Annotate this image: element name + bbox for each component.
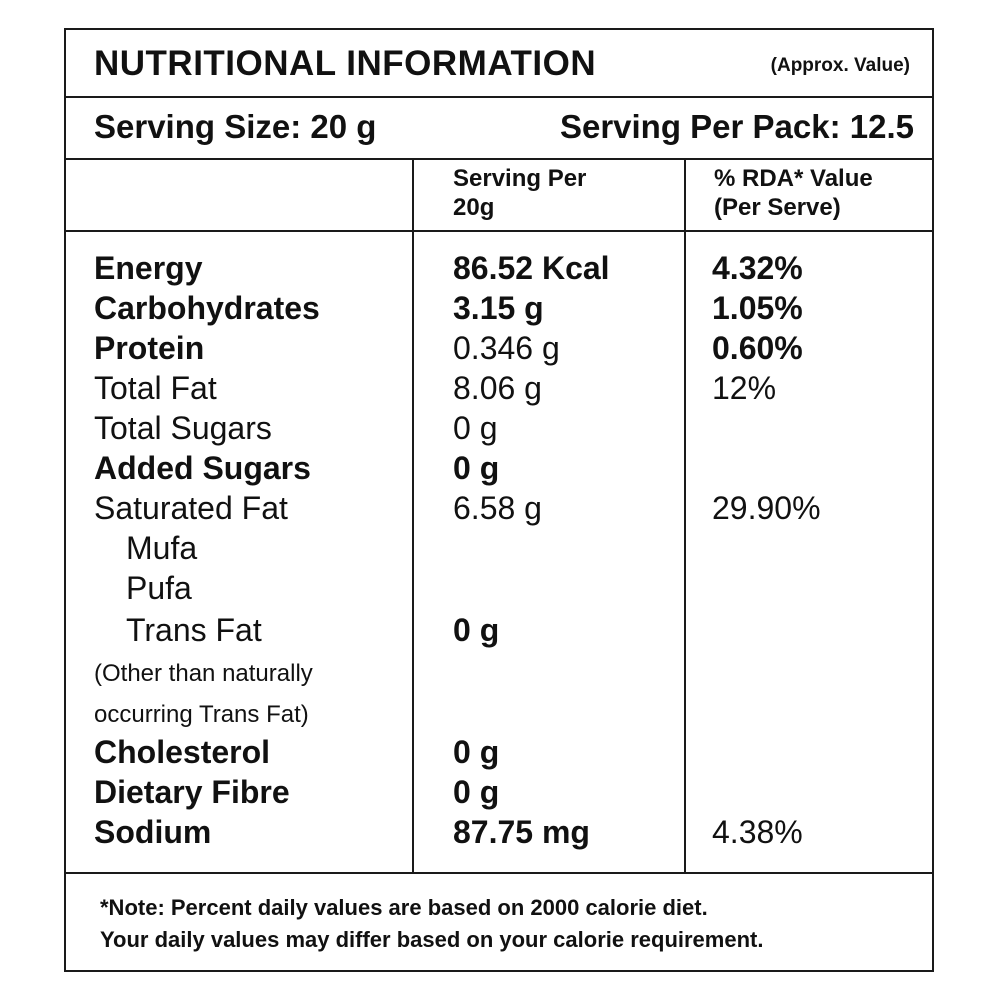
- serving-per-pack: Serving Per Pack: 12.5: [559, 108, 914, 145]
- nutrient-rda: 29.90%: [712, 490, 821, 526]
- nutrient-name: Pufa: [126, 570, 192, 606]
- nutrient-name: Energy: [94, 250, 203, 286]
- table-row-added-sugars: Added Sugars 0 g: [66, 448, 932, 488]
- nutrient-rda: 4.32%: [712, 250, 803, 286]
- nutrient-rda: 4.38%: [712, 814, 803, 850]
- footnote-line2: Your daily values may differ based on yo…: [100, 927, 764, 952]
- nutrient-value: 0 g: [453, 410, 498, 446]
- column-header-rda-line1: % RDA* Value: [714, 165, 873, 192]
- column-header-rda-line2: (Per Serve): [714, 194, 841, 221]
- column-header-per-serving-line1: Serving Per: [453, 165, 587, 192]
- divider-note: [66, 872, 932, 874]
- nutrient-value: 0 g: [453, 734, 500, 770]
- nutrient-value: 0 g: [453, 612, 500, 648]
- nutrient-name: Cholesterol: [94, 734, 271, 770]
- divider-columns: [66, 230, 932, 232]
- table-row-protein: Protein 0.346 g 0.60%: [66, 328, 932, 368]
- nutrient-rda: 1.05%: [712, 290, 803, 326]
- table-row-total-fat: Total Fat 8.06 g 12%: [66, 368, 932, 408]
- table-row-trans-fat-note-2: occurring Trans Fat): [66, 695, 932, 735]
- nutrient-rda: 12%: [712, 370, 777, 406]
- nutrient-value: 6.58 g: [453, 490, 542, 526]
- nutrient-value: 3.15 g: [453, 290, 544, 326]
- nutrient-value: 0.346 g: [453, 330, 560, 366]
- table-row-total-sugars: Total Sugars 0 g: [66, 408, 932, 448]
- nutrient-name: Added Sugars: [94, 450, 311, 486]
- serving-size: Serving Size: 20 g: [94, 108, 377, 145]
- table-row-dietary-fibre: Dietary Fibre 0 g: [66, 772, 932, 812]
- table-row-trans-fat: Trans Fat 0 g: [66, 610, 932, 650]
- nutrient-name: Trans Fat: [126, 612, 262, 648]
- column-divider-1: [412, 158, 414, 872]
- nutrient-name: Total Sugars: [94, 410, 272, 446]
- table-row-mufa: Mufa: [66, 528, 932, 568]
- nutrient-name: Sodium: [94, 814, 212, 850]
- column-header-per-serving: Serving Per 20g: [453, 164, 586, 222]
- nutrient-value: 0 g: [453, 774, 500, 810]
- column-divider-2: [684, 158, 686, 872]
- nutrient-name: Saturated Fat: [94, 490, 288, 526]
- nutrient-name: Total Fat: [94, 370, 217, 406]
- nutrient-name: Dietary Fibre: [94, 774, 290, 810]
- table-row-carbohydrates: Carbohydrates 3.15 g 1.05%: [66, 288, 932, 328]
- nutrient-name: Carbohydrates: [94, 290, 320, 326]
- nutrient-rda: 0.60%: [712, 330, 803, 366]
- column-header-per-serving-line2: 20g: [453, 194, 495, 221]
- column-header-rda: % RDA* Value (Per Serve): [714, 164, 873, 222]
- table-row-cholesterol: Cholesterol 0 g: [66, 732, 932, 772]
- divider-serving: [66, 158, 932, 160]
- footnote: *Note: Percent daily values are based on…: [100, 892, 763, 956]
- divider-title: [66, 96, 932, 98]
- table-row-energy: Energy 86.52 Kcal 4.32%: [66, 248, 932, 288]
- nutrient-name: Mufa: [126, 530, 198, 566]
- nutrient-value: 0 g: [453, 450, 500, 486]
- nutrient-footnote: (Other than naturally: [94, 660, 313, 687]
- nutrient-value: 8.06 g: [453, 370, 542, 406]
- table-row-saturated-fat: Saturated Fat 6.58 g 29.90%: [66, 488, 932, 528]
- footnote-line1: *Note: Percent daily values are based on…: [100, 895, 708, 920]
- approx-value-label: (Approx. Value): [770, 55, 910, 76]
- nutrient-value: 86.52 Kcal: [453, 250, 610, 286]
- table-row-sodium: Sodium 87.75 mg 4.38%: [66, 812, 932, 852]
- panel-title: NUTRITIONAL INFORMATION: [94, 44, 597, 83]
- table-row-trans-fat-note-1: (Other than naturally: [66, 654, 932, 694]
- nutrition-panel: NUTRITIONAL INFORMATION (Approx. Value) …: [64, 28, 934, 972]
- table-row-pufa: Pufa: [66, 568, 932, 608]
- nutrient-footnote: occurring Trans Fat): [94, 701, 309, 728]
- nutrient-name: Protein: [94, 330, 205, 366]
- nutrient-value: 87.75 mg: [453, 814, 590, 850]
